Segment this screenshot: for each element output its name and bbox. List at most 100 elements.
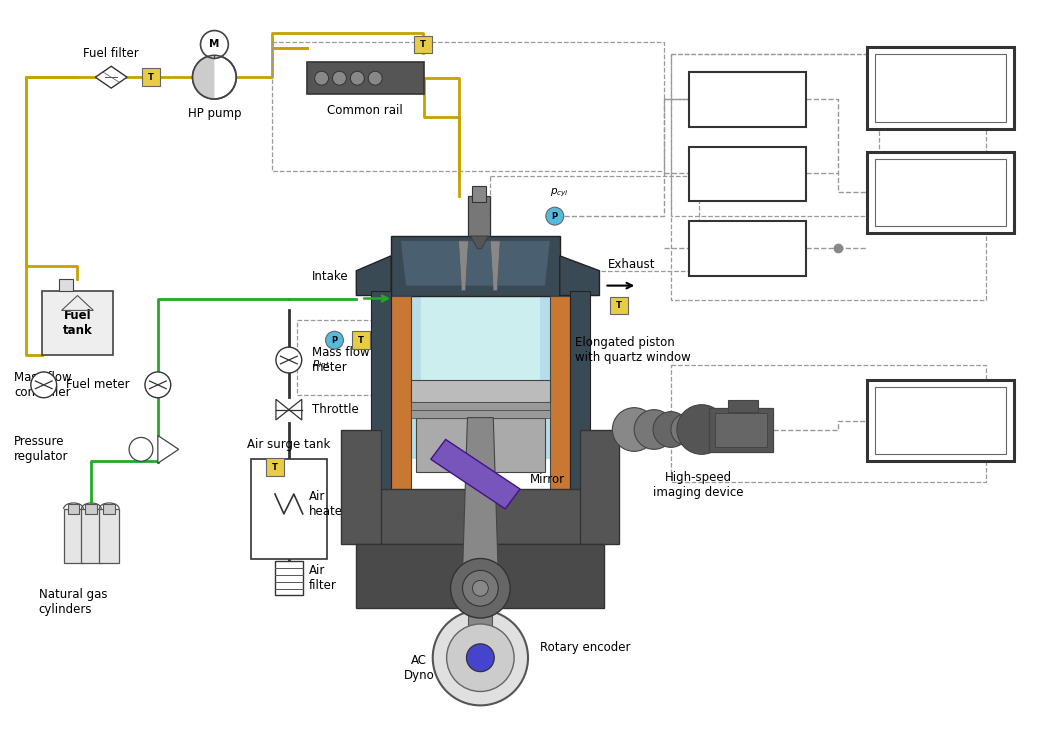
Circle shape [326, 331, 344, 349]
Bar [468, 196, 490, 236]
Bar [671, 365, 986, 482]
Circle shape [276, 347, 301, 373]
Polygon shape [356, 256, 391, 295]
Text: M: M [209, 39, 220, 50]
Bar [868, 380, 1015, 461]
Circle shape [463, 570, 498, 606]
Text: Mirror: Mirror [530, 472, 565, 486]
Bar [266, 459, 284, 476]
Text: Charge
amplifier: Charge amplifier [720, 234, 775, 262]
Circle shape [368, 71, 383, 85]
Text: T: T [148, 73, 154, 82]
Text: Rotary encoder: Rotary encoder [540, 642, 630, 655]
Polygon shape [470, 236, 488, 249]
Text: High-speed
imaging device: High-speed imaging device [653, 471, 744, 499]
Polygon shape [431, 440, 520, 509]
Circle shape [466, 644, 495, 671]
Circle shape [450, 558, 511, 618]
Text: T: T [272, 463, 278, 472]
Bar [421, 295, 540, 380]
Wedge shape [192, 55, 215, 99]
Bar [689, 221, 805, 276]
Text: PC
Camera: PC Camera [914, 407, 968, 434]
Text: Combustion
analyzer: Combustion analyzer [900, 179, 982, 206]
Bar [728, 399, 758, 412]
Bar [875, 55, 1006, 122]
Bar [570, 291, 590, 494]
Circle shape [333, 71, 347, 85]
Polygon shape [401, 241, 550, 286]
Polygon shape [276, 399, 289, 420]
Text: P: P [552, 211, 558, 221]
Bar [58, 278, 73, 291]
Text: Air
heater: Air heater [309, 490, 348, 518]
Bar [252, 459, 327, 558]
Text: Air surge tank: Air surge tank [247, 438, 331, 451]
Bar [411, 380, 550, 402]
Text: AC
Dyno: AC Dyno [404, 654, 434, 682]
Text: T: T [616, 301, 623, 310]
Circle shape [612, 408, 656, 451]
Bar [371, 291, 391, 494]
Circle shape [192, 55, 237, 99]
Bar [99, 509, 119, 564]
Circle shape [201, 31, 228, 58]
Bar [104, 504, 115, 514]
Bar [371, 489, 590, 544]
Bar [341, 429, 382, 544]
Bar [868, 152, 1015, 233]
Bar [297, 320, 391, 395]
Bar [610, 297, 628, 314]
Bar [275, 561, 302, 595]
Bar [868, 47, 1015, 129]
Bar [875, 387, 1006, 454]
Bar [671, 55, 986, 300]
Bar [272, 42, 664, 171]
Text: Mass flow
controller: Mass flow controller [14, 371, 72, 399]
Bar [63, 509, 84, 564]
Text: Air
filter: Air filter [309, 564, 336, 593]
Polygon shape [459, 241, 468, 291]
Circle shape [129, 437, 153, 461]
Bar [468, 616, 493, 638]
Bar [875, 159, 1006, 226]
Text: Intake: Intake [312, 270, 349, 283]
Circle shape [145, 372, 171, 398]
Bar [550, 295, 570, 489]
Polygon shape [95, 66, 127, 88]
Bar [411, 402, 550, 410]
Text: PC: PC [927, 79, 956, 98]
Text: T: T [420, 40, 426, 49]
Bar [411, 295, 550, 459]
Text: Fuel filter: Fuel filter [84, 47, 140, 61]
Bar [579, 429, 619, 544]
Bar [415, 418, 544, 472]
Text: $p_{int}$: $p_{int}$ [313, 358, 331, 370]
Circle shape [676, 405, 726, 454]
Text: T: T [358, 335, 365, 345]
Bar [86, 504, 97, 514]
Circle shape [634, 410, 674, 449]
Bar [472, 187, 486, 202]
Circle shape [653, 412, 689, 448]
Text: Injection
driver: Injection driver [721, 160, 774, 187]
Text: HP pump: HP pump [188, 107, 241, 120]
Text: PCV
driver: PCV driver [729, 85, 765, 113]
Circle shape [432, 610, 528, 706]
Text: Elongated piston
with quartz window: Elongated piston with quartz window [575, 336, 690, 364]
Polygon shape [490, 241, 500, 291]
Polygon shape [391, 236, 560, 295]
Text: Pressure
regulator: Pressure regulator [14, 435, 69, 464]
Polygon shape [157, 435, 179, 463]
Bar [307, 62, 424, 94]
Bar [81, 509, 101, 564]
Bar [356, 544, 605, 608]
Bar [391, 295, 411, 489]
Circle shape [31, 372, 57, 398]
Text: Natural gas
cylinders: Natural gas cylinders [39, 588, 107, 616]
Bar [68, 504, 79, 514]
Text: P: P [332, 335, 337, 345]
Bar [689, 147, 805, 201]
Text: Fuel
tank: Fuel tank [62, 309, 92, 338]
Text: Mass flow
meter: Mass flow meter [312, 346, 369, 374]
